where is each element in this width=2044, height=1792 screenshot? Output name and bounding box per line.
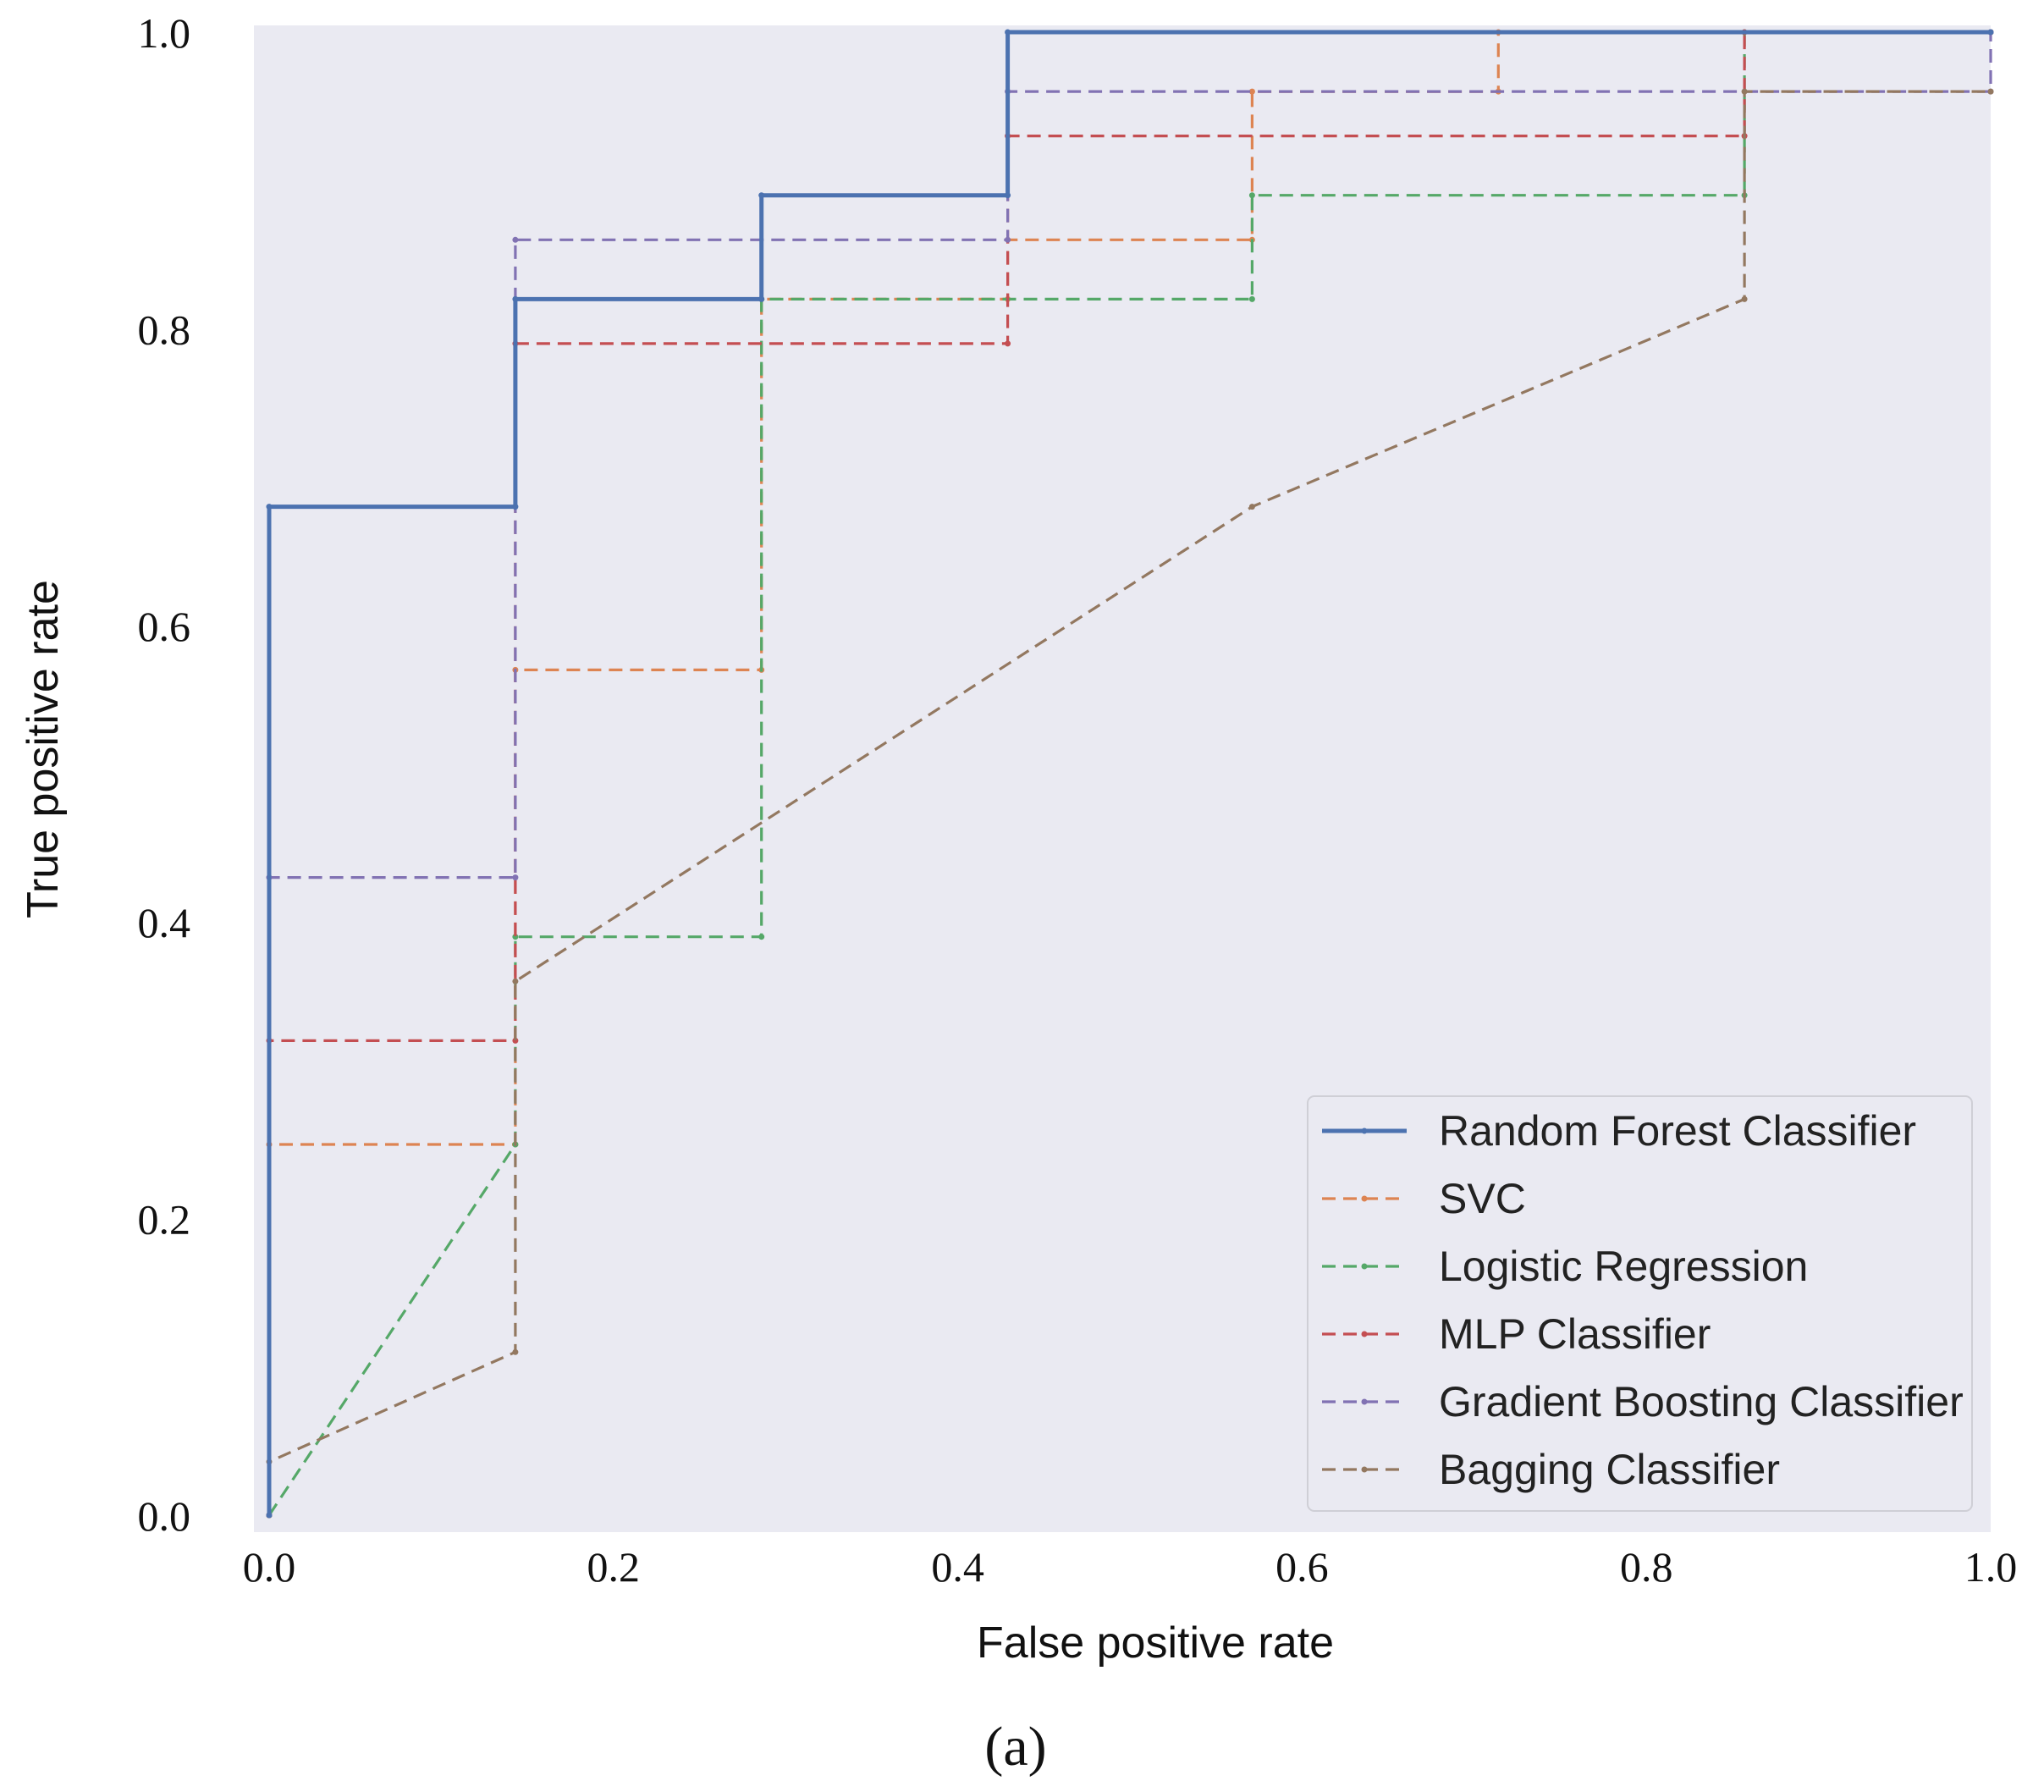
x-tick-label: 0.4 <box>931 1543 984 1591</box>
y-tick-label: 0.8 <box>138 306 191 353</box>
legend-marker-bagging-classifier <box>1361 1466 1368 1473</box>
legend-label-bagging-classifier: Bagging Classifier <box>1439 1446 1780 1493</box>
y-tick-label: 0.4 <box>138 899 191 946</box>
y-tick-labels: 0.0 0.2 0.4 0.6 0.8 1.0 <box>138 9 191 1540</box>
legend-box <box>1307 1095 1973 1512</box>
data-point-logistic-regression <box>1248 295 1255 302</box>
data-point-random-forest-classifier <box>1005 192 1011 199</box>
legend-marker-random-forest-classifier <box>1361 1128 1368 1134</box>
data-point-logistic-regression <box>512 934 519 940</box>
legend-entries: Random Forest Classifier SVC Logistic Regr… <box>1322 1107 1964 1493</box>
data-point-logistic-regression <box>1248 192 1255 199</box>
data-point-mlp-classifier <box>1005 340 1011 347</box>
data-point-random-forest-classifier <box>512 295 519 302</box>
x-tick-label: 0.2 <box>587 1543 641 1591</box>
data-point-random-forest-classifier <box>1987 29 1994 36</box>
legend-marker-mlp-classifier <box>1361 1331 1368 1337</box>
series-layer <box>266 29 1994 1519</box>
legend-label-mlp-classifier: MLP Classifier <box>1439 1310 1711 1358</box>
x-tick-label: 1.0 <box>1964 1543 2018 1591</box>
y-tick-label: 1.0 <box>138 9 191 57</box>
x-tick-label: 0.8 <box>1620 1543 1673 1591</box>
data-point-bagging-classifier <box>1248 504 1255 510</box>
data-point-random-forest-classifier <box>512 504 519 510</box>
data-point-svc <box>1248 88 1255 95</box>
data-point-random-forest-classifier <box>266 1512 273 1519</box>
x-tick-label: 0.6 <box>1275 1543 1329 1591</box>
legend-label-logistic-regression: Logistic Regression <box>1439 1243 1808 1290</box>
data-point-mlp-classifier <box>512 1037 519 1044</box>
data-point-random-forest-classifier <box>266 504 273 510</box>
data-point-gradient-boosting-classifier <box>1005 236 1011 243</box>
y-tick-label: 0.0 <box>138 1492 191 1540</box>
y-tick-label: 0.2 <box>138 1196 191 1243</box>
y-axis-title: True positive rate <box>19 580 68 918</box>
legend-marker-svc <box>1361 1195 1368 1202</box>
series-line-bagging-classifier <box>267 90 1991 1515</box>
data-point-random-forest-classifier <box>758 192 765 199</box>
data-point-gradient-boosting-classifier <box>512 236 519 243</box>
y-tick-label: 0.6 <box>138 603 191 650</box>
data-point-bagging-classifier <box>512 978 519 984</box>
legend-marker-logistic-regression <box>1361 1263 1368 1270</box>
legend-label-gradient-boosting-classifier: Gradient Boosting Classifier <box>1439 1378 1964 1425</box>
data-point-random-forest-classifier <box>758 295 765 302</box>
data-point-bagging-classifier <box>512 1348 519 1355</box>
x-tick-label: 0.0 <box>243 1543 296 1591</box>
data-point-bagging-classifier <box>1741 295 1748 302</box>
x-tick-labels: 0.0 0.2 0.4 0.6 0.8 1.0 <box>243 1543 2018 1591</box>
data-point-gradient-boosting-classifier <box>512 874 519 881</box>
figure-caption: (a) <box>984 1716 1046 1778</box>
legend-label-svc: SVC <box>1439 1175 1526 1222</box>
data-point-random-forest-classifier <box>1005 29 1011 36</box>
data-point-bagging-classifier <box>1741 88 1748 95</box>
data-point-logistic-regression <box>758 934 765 940</box>
legend: Random Forest Classifier SVC Logistic Regr… <box>1307 1095 1973 1512</box>
legend-marker-gradient-boosting-classifier <box>1361 1398 1368 1405</box>
data-point-bagging-classifier <box>1987 88 1994 95</box>
x-axis-title: False positive rate <box>977 1618 1334 1668</box>
legend-label-random-forest-classifier: Random Forest Classifier <box>1439 1107 1916 1155</box>
